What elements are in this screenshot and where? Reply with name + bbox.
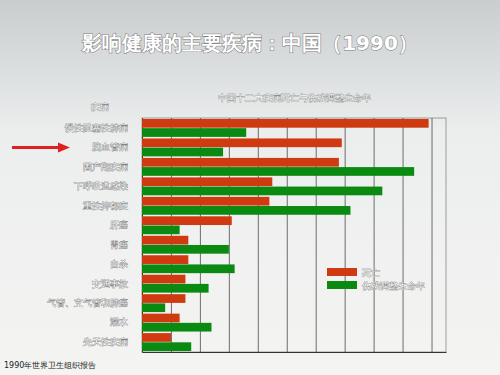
grid-line <box>374 118 375 352</box>
plot-area <box>142 119 429 351</box>
bar <box>142 284 209 293</box>
x-tick <box>345 118 346 352</box>
y-tick: 交通事故 <box>92 279 142 289</box>
legend: 死亡伤残调整生命年 <box>327 268 425 291</box>
bar <box>142 119 429 128</box>
y-tick: 溺水 <box>110 317 142 327</box>
bar <box>142 187 382 196</box>
y-tick-label: 胃癌 <box>110 240 128 250</box>
bar <box>142 275 185 284</box>
y-tick: 重性抑郁症 <box>83 201 142 211</box>
y-tick: 气管、支气管和肺癌 <box>47 298 142 308</box>
y-tick-label: 先天性疾病 <box>83 337 128 347</box>
bar <box>142 167 414 176</box>
bar <box>142 197 269 206</box>
source-note: 1990年世界卫生组织报告 <box>4 361 96 370</box>
y-tick: 肝癌 <box>110 220 142 230</box>
y-tick-label: 自杀 <box>110 259 128 269</box>
grid-line <box>258 118 259 352</box>
bar <box>142 294 185 303</box>
y-axis-title: 疾病 <box>91 102 109 112</box>
bar <box>142 148 223 157</box>
y-tick-label: 肝癌 <box>110 220 128 230</box>
arrow <box>12 142 70 152</box>
bar <box>142 128 246 137</box>
y-tick-label: 围产期疾病 <box>83 162 128 172</box>
grid-line <box>229 118 230 352</box>
x-tick <box>403 118 404 352</box>
series <box>142 119 429 342</box>
y-axis: 慢性阻塞性肺病脑血管病围产期疾病下呼吸道感染重性抑郁症肝癌胃癌自杀交通事故气管、… <box>47 119 143 353</box>
bar <box>142 236 188 245</box>
grid-line <box>316 118 317 352</box>
x-tick <box>432 118 433 352</box>
series <box>142 128 414 351</box>
x-axis-line <box>143 352 447 353</box>
subtitle: 中国十二大疾病死亡与伤残调整生命年 <box>218 93 371 103</box>
legend-label: 死亡 <box>362 268 380 278</box>
y-tick: 自杀 <box>110 259 142 269</box>
legend-label: 伤残调整生命年 <box>362 281 425 291</box>
y-tick-label: 气管、支气管和肺癌 <box>47 298 128 308</box>
bar <box>142 225 180 234</box>
x-axis <box>143 118 447 353</box>
chart: 影响健康的主要疾病：中国（1990） 中国十二大疾病死亡与伤残调整生命年疾病慢性阻… <box>0 0 500 375</box>
bar <box>142 255 188 264</box>
y-tick-label: 交通事故 <box>92 279 128 289</box>
bar <box>142 216 232 225</box>
bar <box>142 303 165 312</box>
x-tick <box>374 118 375 352</box>
y-tick-label: 脑血管病 <box>92 142 128 152</box>
y-tick-label: 慢性阻塞性肺病 <box>64 123 128 133</box>
plot-frame <box>142 118 446 352</box>
y-tick: 慢性阻塞性肺病 <box>64 123 142 133</box>
bar <box>142 158 339 167</box>
bar <box>142 245 229 254</box>
bar <box>142 138 342 147</box>
bar <box>142 177 272 186</box>
y-tick: 围产期疾病 <box>83 162 142 172</box>
title: 影响健康的主要疾病：中国（1990） <box>81 31 418 55</box>
y-tick: 先天性疾病 <box>83 337 142 347</box>
legend-swatch <box>327 281 357 289</box>
x-tick <box>316 118 317 352</box>
y-tick: 胃癌 <box>110 240 142 250</box>
y-tick-label: 重性抑郁症 <box>83 201 128 211</box>
legend-swatch <box>327 268 357 276</box>
x-tick <box>287 118 288 352</box>
bar <box>142 314 180 323</box>
x-tick <box>229 118 230 352</box>
y-tick-label: 溺水 <box>110 317 128 327</box>
grid-line <box>345 118 346 352</box>
y-tick: 脑血管病 <box>92 142 142 152</box>
bar <box>142 323 211 332</box>
y-tick-label: 下呼吸道感染 <box>74 181 128 191</box>
grid-line <box>287 118 288 352</box>
grid-line <box>432 118 433 352</box>
bar <box>142 264 235 273</box>
bar <box>142 333 171 342</box>
y-tick: 下呼吸道感染 <box>74 181 142 191</box>
grid-line <box>403 118 404 352</box>
x-tick <box>258 118 259 352</box>
bar <box>142 342 191 351</box>
bar <box>142 206 350 215</box>
background <box>0 0 500 375</box>
